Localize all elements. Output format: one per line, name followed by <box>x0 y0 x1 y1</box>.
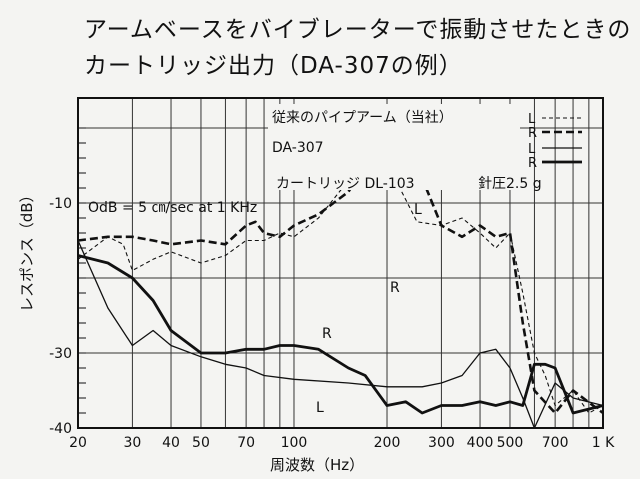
x-tick-label: 30 <box>124 435 142 451</box>
y-tick-label: -30 <box>49 346 72 362</box>
x-tick-label: 100 <box>281 435 308 451</box>
legend-group1-label: 従来のパイプアーム（当社） <box>272 110 453 126</box>
x-tick-label: 20 <box>69 435 87 451</box>
series-line-1 <box>77 149 604 414</box>
chart-title-line2: カートリッジ出力（DA-307の例） <box>84 53 463 79</box>
series-lines <box>77 145 604 429</box>
curve-label-lower-r: R <box>322 326 332 342</box>
x-tick-label: 1 K <box>592 435 615 451</box>
x-tick-label: 200 <box>374 435 401 451</box>
y-axis-label: レスポンス（dB） <box>18 187 36 312</box>
annotation-0db: OdB = 5 ㎝/sec at 1 KHz <box>88 200 257 216</box>
y-tick-label: -10 <box>49 196 72 212</box>
chart-title-line1: アームベースをバイブレーターで振動させたときの <box>84 17 632 43</box>
x-tick-label: 700 <box>542 435 569 451</box>
legend-cartridge-label: カートリッジ DL-103 <box>276 176 415 192</box>
curve-label-upper-r: R <box>390 280 400 296</box>
legend-key-label: L <box>528 142 536 157</box>
x-tick-label: 300 <box>428 435 455 451</box>
y-tick-labels: -10 -30 -40 <box>49 196 72 437</box>
x-tick-label: 70 <box>237 435 255 451</box>
curve-label-upper-l: L <box>414 202 422 218</box>
legend-tracking-force: 針圧2.5 g <box>478 176 542 192</box>
x-tick-label: 400 <box>467 435 494 451</box>
x-tick-label: 40 <box>162 435 180 451</box>
x-axis-label: 周波数（Hz） <box>270 456 364 474</box>
legend-key-label: R <box>528 156 537 171</box>
legend-key-label: L <box>528 112 536 127</box>
legend-key-label: R <box>528 126 537 141</box>
x-tick-labels: 20 30 40 50 70 100 200 300 400 500 700 1 K <box>69 435 615 451</box>
legend: 従来のパイプアーム（当社） DA-307 カートリッジ DL-103 針圧2.5… <box>268 104 582 192</box>
curve-label-lower-l: L <box>316 400 324 416</box>
legend-group2-label: DA-307 <box>272 140 324 156</box>
x-tick-label: 50 <box>192 435 210 451</box>
y-tick-label: -40 <box>49 421 72 437</box>
x-tick-label: 500 <box>497 435 524 451</box>
plot-frame <box>77 97 604 429</box>
curve-labels: L R R L <box>316 202 422 416</box>
series-line-2 <box>77 145 604 415</box>
series-line-4 <box>77 254 604 415</box>
